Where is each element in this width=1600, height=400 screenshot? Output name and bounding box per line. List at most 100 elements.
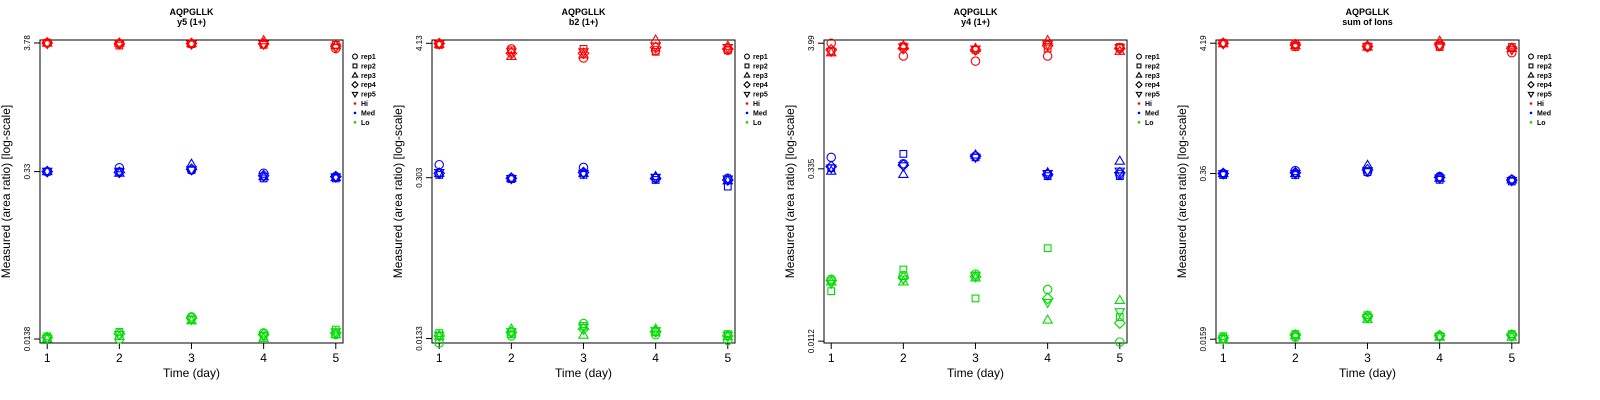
data-point-med-rep5: [330, 173, 342, 184]
data-point-med-rep5: [897, 162, 909, 172]
data-point-lo-rep5: [185, 315, 198, 326]
data-point-med-rep3: [1217, 167, 1229, 178]
data-point-lo-rep4: [1113, 317, 1126, 330]
data-point-lo-rep5: [433, 331, 445, 342]
legend-entry: rep5: [361, 92, 376, 99]
x-tick-label: 5: [724, 351, 731, 365]
legend-marker-rep2: [1528, 63, 1534, 69]
data-point-lo-rep1: [650, 330, 661, 340]
legend: rep1 rep2 rep3 rep4 rep5 Hi Med Lo: [1527, 53, 1552, 127]
data-point-med-rep3: [505, 172, 517, 182]
data-point-lo-rep2: [1043, 244, 1052, 253]
chart-title: AQPGLLK: [954, 7, 998, 17]
x-tick-label: 3: [1364, 351, 1371, 365]
data-point-lo-rep5: [650, 327, 662, 337]
data-point-med-rep5: [577, 169, 590, 180]
data-point-med-rep5: [969, 153, 982, 164]
data-point-med-rep5: [505, 174, 517, 185]
legend-entry: Med: [1145, 110, 1159, 117]
data-point-hi-rep5: [1289, 42, 1301, 52]
data-point-hi-rep5: [113, 39, 125, 50]
data-point-hi-rep3: [258, 34, 270, 45]
y-axis-label: Measured (area ratio) [log-scale]: [391, 105, 405, 278]
data-point-med-rep5: [825, 164, 837, 175]
data-point-med-rep3: [1361, 159, 1374, 169]
legend-marker-rep5: [1527, 91, 1535, 99]
data-point-hi-rep3: [41, 36, 53, 47]
data-point-lo-rep2: [1507, 330, 1516, 339]
legend-entry: rep1: [361, 54, 376, 61]
legend-marker-lo: [745, 121, 749, 124]
data-point-lo-rep5: [505, 328, 517, 338]
data-point-hi-rep3: [1506, 42, 1518, 52]
legend-marker-rep2: [744, 63, 750, 69]
x-tick-label: 3: [580, 351, 587, 365]
legend-entry: rep1: [753, 54, 768, 61]
legend-marker-rep5: [351, 91, 359, 99]
data-point-med-rep3: [1434, 172, 1446, 182]
data-point-lo-rep5: [825, 279, 837, 290]
data-point-lo-rep1: [434, 338, 444, 348]
data-point-med-rep3: [897, 168, 909, 179]
legend-marker-rep1: [744, 53, 750, 60]
y-tick-label: 0.0159: [1199, 326, 1208, 351]
data-point-lo-rep5: [1114, 308, 1126, 318]
legend-marker-lo: [353, 121, 357, 124]
legend-marker-rep4: [1135, 80, 1143, 89]
data-point-hi-rep5: [185, 40, 198, 51]
legend-entry: rep3: [1145, 73, 1160, 80]
legend-marker-rep3: [1527, 71, 1535, 78]
data-point-hi-rep1: [1507, 48, 1517, 58]
chart-subtitle: sum of Ions: [1342, 17, 1393, 27]
data-point-lo-rep2: [971, 294, 980, 303]
data-point-hi-rep3: [1289, 39, 1301, 50]
legend-entry: rep1: [1537, 54, 1552, 61]
data-point-hi-rep5: [505, 48, 517, 58]
plot-frame: [39, 39, 344, 344]
legend-entry: Hi: [361, 101, 368, 108]
data-point-lo-rep5: [577, 323, 590, 334]
data-point-hi-rep5: [1361, 43, 1374, 53]
data-point-med-rep5: [1042, 170, 1054, 180]
legend-marker-med: [1529, 111, 1533, 115]
data-point-lo-rep1: [1115, 337, 1125, 347]
data-point-lo-rep5: [1217, 335, 1229, 345]
legend-marker-rep4: [351, 80, 359, 89]
x-tick-label: 4: [260, 351, 267, 365]
legend-entry: rep2: [1537, 63, 1552, 70]
data-point-hi-rep3: [433, 38, 445, 48]
x-tick-label: 4: [652, 351, 659, 365]
legend-marker-lo: [1529, 121, 1533, 124]
legend-entry: Lo: [1145, 120, 1154, 127]
legend-marker-rep2: [1136, 63, 1142, 69]
data-point-med-rep5: [1506, 177, 1518, 187]
legend-entry: rep3: [361, 73, 376, 80]
data-point-med-rep3: [577, 167, 590, 177]
legend-marker-med: [1137, 111, 1141, 115]
legend-entry: rep1: [1145, 54, 1160, 61]
series-med: [433, 159, 734, 191]
data-point-lo-rep5: [1042, 298, 1054, 309]
legend-marker-rep1: [352, 53, 358, 60]
data-point-lo-rep2: [1363, 311, 1372, 320]
data-point-hi-rep2: [651, 47, 660, 56]
data-point-hi-rep5: [330, 43, 342, 54]
series-hi: [41, 34, 342, 54]
legend-marker-rep4: [1527, 80, 1535, 89]
x-axis-label: Time (day): [1339, 366, 1396, 380]
data-point-lo-rep2: [1115, 313, 1124, 322]
legend-entry: Med: [361, 110, 375, 117]
data-point-lo-rep4: [1041, 292, 1054, 305]
data-point-med-rep3: [1289, 167, 1301, 178]
data-point-lo-rep3: [505, 323, 517, 333]
legend-entry: Lo: [1537, 120, 1546, 127]
data-point-med-rep2: [899, 149, 908, 158]
data-point-hi-rep5: [1217, 39, 1229, 50]
data-point-lo-rep5: [330, 328, 342, 338]
x-tick-label: 1: [436, 351, 443, 365]
legend-marker-lo: [1137, 121, 1141, 124]
data-point-hi-rep3: [1042, 34, 1054, 45]
data-point-lo-rep3: [1289, 329, 1301, 340]
data-point-hi-rep3: [1434, 35, 1446, 45]
data-point-med-rep3: [258, 170, 270, 181]
